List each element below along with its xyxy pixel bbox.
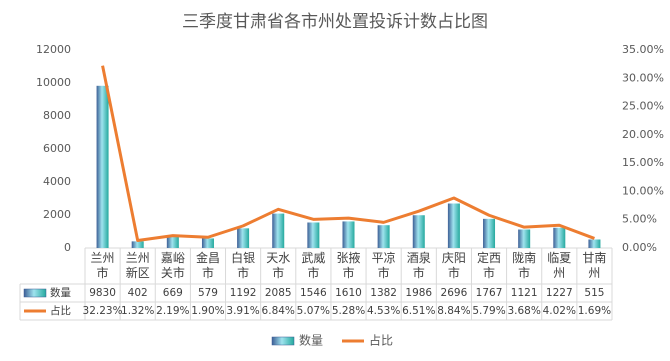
bar (518, 229, 531, 248)
y-tick-label: 2000 (43, 208, 71, 221)
bar (307, 222, 320, 248)
table-value: 1546 (300, 287, 327, 299)
x-tick-label: 天水市 (266, 251, 290, 280)
x-tick-label: 酒泉市 (407, 251, 431, 280)
y-tick-label: 10000 (36, 76, 71, 89)
y2-tick-label: 10.00% (622, 184, 664, 197)
table-value: 1121 (511, 287, 538, 299)
table-value: 1610 (335, 287, 362, 299)
table-value: 1382 (370, 287, 397, 299)
x-tick-label: 临夏州 (547, 251, 571, 280)
y2-tick-label: 20.00% (622, 128, 664, 141)
table-value: 1.32% (121, 305, 154, 317)
line (101, 65, 595, 243)
x-tick-label: 张掖市 (336, 251, 360, 280)
table-value: 32.23% (83, 305, 123, 317)
table-value: 1.90% (191, 305, 224, 317)
bar (131, 241, 144, 248)
table-value: 6.51% (402, 305, 435, 317)
table-value: 579 (198, 287, 218, 299)
x-tick-label: 白银市 (231, 250, 255, 280)
x-tick-label: 嘉峪关市 (161, 251, 185, 280)
bar (272, 213, 285, 248)
table-value: 2696 (441, 287, 468, 299)
x-tick-label: 甘南州 (582, 250, 606, 280)
x-tick-label: 庆阳市 (442, 251, 466, 280)
bar (166, 236, 179, 248)
x-tick-label: 兰州新区 (126, 251, 150, 280)
x-tick-label: 陇南市 (512, 250, 536, 280)
y-tick-label: 4000 (43, 175, 71, 188)
table-value: 5.79% (472, 305, 505, 317)
table-value: 8.84% (437, 305, 470, 317)
y-tick-label: 12000 (36, 43, 71, 56)
bar (588, 239, 601, 248)
y2-tick-label: 35.00% (622, 43, 664, 56)
legend-label: 占比 (369, 333, 393, 348)
x-tick-label: 金昌市 (196, 250, 220, 280)
bar (447, 203, 460, 248)
table-row-label: 占比 (50, 304, 71, 317)
bar (553, 227, 566, 248)
x-tick-label: 武威市 (301, 251, 325, 280)
table-value: 6.84% (262, 305, 295, 317)
table-value: 3.68% (507, 305, 540, 317)
table-value: 2.19% (156, 305, 189, 317)
table-value: 5.28% (332, 305, 365, 317)
y-tick-label: 0 (64, 241, 71, 254)
x-tick-label: 兰州市 (91, 251, 115, 280)
y2-tick-label: 25.00% (622, 100, 664, 113)
x-tick-label: 定西市 (477, 250, 501, 280)
table-value: 1192 (230, 287, 257, 299)
table-value: 515 (584, 287, 604, 299)
y2-tick-label: 0.00% (622, 241, 657, 254)
legend-label: 数量 (299, 333, 323, 348)
y2-tick-label: 15.00% (622, 156, 664, 169)
y-tick-label: 8000 (43, 109, 71, 122)
bar (342, 221, 355, 248)
y2-tick-label: 5.00% (622, 213, 657, 226)
x-tick-label: 平凉市 (372, 250, 396, 280)
table-value: 1.69% (578, 305, 611, 317)
bar (412, 215, 425, 248)
table-row-label: 数量 (50, 286, 71, 299)
bar (377, 225, 390, 248)
legend-key (271, 336, 295, 346)
table-value: 9830 (89, 287, 116, 299)
table-value: 402 (128, 287, 148, 299)
table-value: 4.53% (367, 305, 400, 317)
bar (483, 218, 496, 248)
legend-key (23, 288, 47, 298)
table-value: 5.07% (297, 305, 330, 317)
table-value: 1767 (476, 287, 503, 299)
bar (201, 238, 214, 248)
bar (237, 228, 250, 248)
table-value: 1227 (546, 287, 573, 299)
chart-title: 三季度甘肃省各市州处置投诉计数占比图 (182, 12, 488, 32)
y-tick-label: 6000 (43, 142, 71, 155)
bar (96, 85, 109, 249)
table-value: 2085 (265, 287, 292, 299)
table-value: 1986 (405, 287, 432, 299)
table-value: 669 (163, 287, 183, 299)
table-value: 3.91% (226, 305, 259, 317)
table-value: 4.02% (543, 305, 576, 317)
y2-tick-label: 30.00% (622, 71, 664, 84)
